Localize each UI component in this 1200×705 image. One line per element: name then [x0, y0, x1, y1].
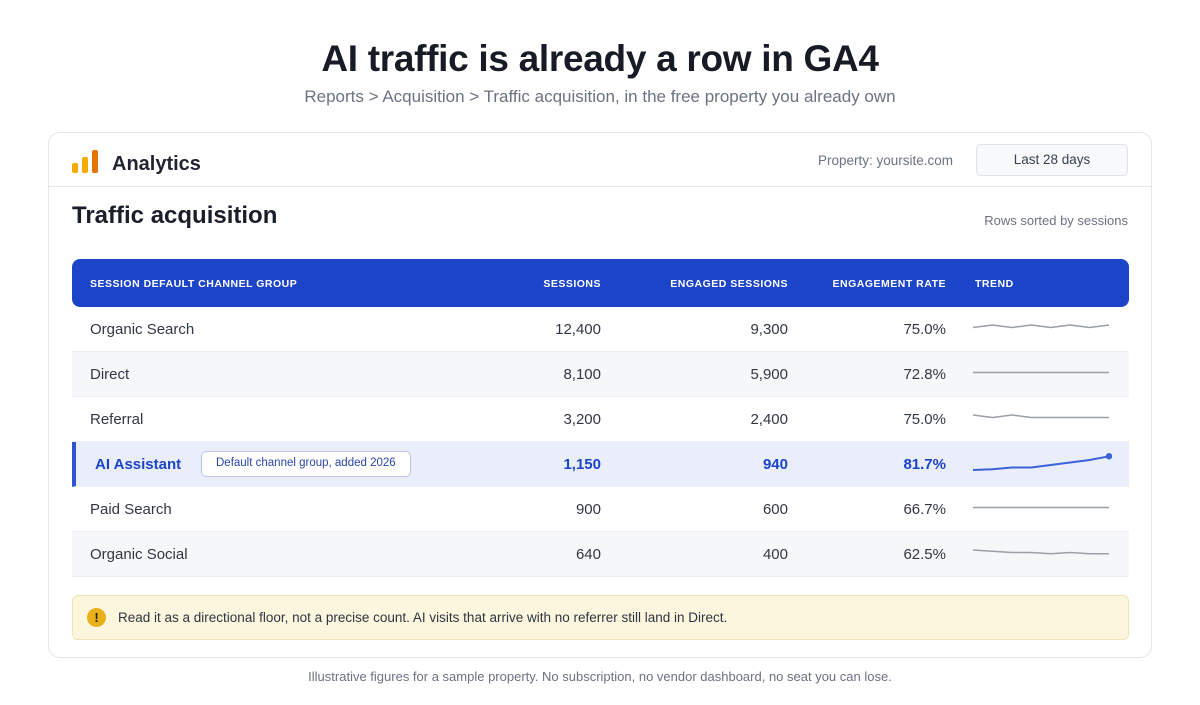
notice-banner: ! Read it as a directional floor, not a …: [72, 595, 1129, 640]
date-range-button[interactable]: Last 28 days: [976, 144, 1128, 176]
headline: AI traffic is already a row in GA4: [321, 38, 879, 79]
engaged-sessions-value: 600: [762, 501, 788, 518]
trend-sparkline: [972, 453, 1112, 471]
channel-name: Referral: [90, 411, 144, 428]
channel-name: Organic Search: [90, 321, 195, 338]
trend-sparkline: [973, 506, 1109, 509]
engagement-rate-value: 72.8%: [903, 366, 946, 383]
page-title: Traffic acquisition: [72, 202, 278, 229]
sort-note: Rows sorted by sessions: [984, 213, 1128, 228]
trend-end-dot: [1105, 453, 1112, 460]
engagement-rate-value: 66.7%: [903, 501, 946, 518]
engagement-rate-value: 62.5%: [903, 546, 946, 563]
channel-name: Organic Social: [90, 546, 188, 563]
engagement-rate-value: 75.0%: [903, 411, 946, 428]
table-row[interactable]: Referral 3,200 2,400 75.0%: [72, 397, 1129, 442]
header-trend: TREND: [975, 278, 1014, 290]
table-row[interactable]: Paid Search 900 600 66.7%: [72, 487, 1129, 532]
sessions-value: 900: [575, 501, 601, 518]
engaged-sessions-value: 2,400: [750, 411, 788, 428]
new-channel-badge: Default channel group, added 2026: [201, 451, 411, 477]
engaged-sessions-value: 9,300: [750, 321, 788, 338]
engaged-sessions-value: 5,900: [750, 366, 788, 383]
breadcrumb-subtitle: Reports > Acquisition > Traffic acquisit…: [304, 87, 896, 106]
footnote: Illustrative figures for a sample proper…: [308, 669, 892, 684]
header-engaged-sessions[interactable]: ENGAGED SESSIONS: [670, 278, 788, 290]
sessions-value: 8,100: [563, 366, 601, 383]
channel-name: Direct: [90, 366, 130, 383]
header-engagement-rate[interactable]: ENGAGEMENT RATE: [832, 278, 946, 290]
trend-sparkline: [972, 549, 1109, 555]
trend-sparkline: [973, 371, 1109, 374]
header-sessions[interactable]: SESSIONS: [543, 278, 601, 290]
sessions-value: 12,400: [555, 321, 601, 338]
table-row[interactable]: Direct 8,100 5,900 72.8%: [72, 352, 1129, 397]
trend-sparkline: [972, 414, 1109, 419]
channel-name: AI Assistant: [95, 456, 182, 473]
trend-sparkline: [972, 324, 1110, 329]
header-channel[interactable]: SESSION DEFAULT CHANNEL GROUP: [90, 278, 298, 290]
sessions-value: 640: [575, 546, 601, 563]
table-header: SESSION DEFAULT CHANNEL GROUP SESSIONS E…: [72, 259, 1129, 307]
trend-line: [972, 455, 1110, 471]
engaged-sessions-value: 400: [762, 546, 788, 563]
sessions-value: 1,150: [563, 456, 601, 473]
trend-line: [972, 324, 1110, 329]
table-row[interactable]: Organic Social 640 400 62.5%: [72, 532, 1129, 577]
engaged-sessions-value: 940: [762, 456, 788, 473]
engagement-rate-value: 75.0%: [903, 321, 946, 338]
property-label[interactable]: Property: yoursite.com: [817, 153, 953, 168]
channel-name: Paid Search: [90, 501, 172, 518]
warning-icon: !: [87, 608, 106, 627]
app-header: Analytics Property: yoursite.com Last 28…: [49, 133, 1151, 187]
analytics-logo-icon: [72, 149, 100, 173]
engagement-rate-value: 81.7%: [903, 456, 946, 473]
trend-line: [972, 414, 1109, 419]
table-row-highlighted[interactable]: AI Assistant Default channel group, adde…: [72, 442, 1129, 487]
sessions-value: 3,200: [563, 411, 601, 428]
trend-line: [972, 549, 1109, 555]
app-name: Analytics: [112, 153, 201, 175]
traffic-table: SESSION DEFAULT CHANNEL GROUP SESSIONS E…: [72, 259, 1129, 577]
table-row[interactable]: Organic Search 12,400 9,300 75.0%: [72, 307, 1129, 352]
analytics-card: Analytics Property: yoursite.com Last 28…: [48, 132, 1152, 658]
notice-text: Read it as a directional floor, not a pr…: [118, 610, 728, 625]
